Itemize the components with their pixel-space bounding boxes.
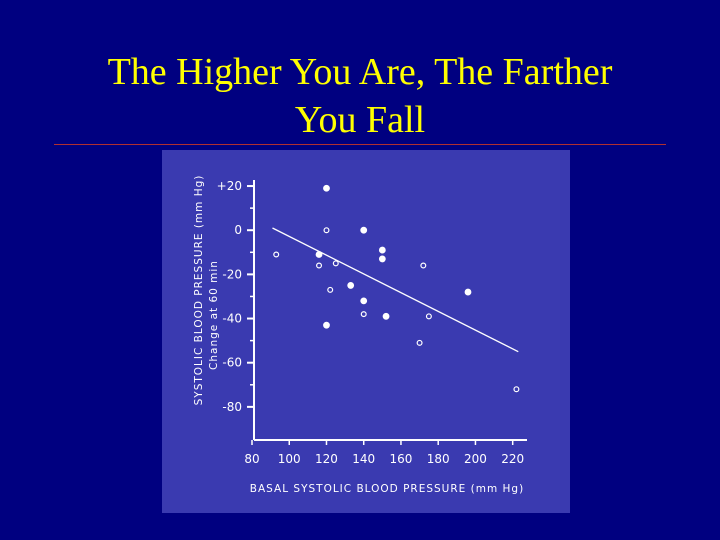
title-divider [54,144,666,145]
data-point-open [332,260,339,267]
x-tick-label: 140 [352,452,375,466]
chart-panel: +20 0 -20 -40 -60 -80 80 100 120 140 160 180 200 220 … [162,150,570,513]
data-point-open [323,227,330,234]
data-point-filled [382,312,390,320]
data-point-filled [347,282,355,289]
y-tick-label: -20 [222,267,242,281]
data-point-open [327,286,334,293]
y-axis-sublabel: Change at 60 min [208,260,220,370]
y-axis-label: SYSTOLIC BLOOD PRESSURE (mm Hg) [193,175,205,406]
x-tick-label: 200 [464,452,487,466]
data-point-filled [378,246,386,254]
x-tick-label: 80 [244,452,259,466]
axes [247,180,527,445]
data-point-open [316,262,323,269]
data-point-open [425,313,432,320]
trend-line [272,227,519,353]
data-point-open [360,311,367,318]
y-tick-label: -80 [222,400,242,414]
data-point-filled [323,321,330,329]
x-tick-label: 180 [427,452,450,466]
data-point-open [513,386,520,393]
slide-title-line-1: The Higher You Are, The Farther [107,51,613,93]
x-tick-label: 220 [501,452,524,466]
data-point-filled [360,297,368,305]
y-tick-label: +20 [217,179,242,193]
x-tick-label: 120 [315,452,338,466]
tick-labels: +20 0 -20 -40 -60 -80 80 100 120 140 160 180 200 220 [217,179,524,466]
slide-title-line-2: You Fall [294,99,426,141]
data-point-open [420,262,427,269]
data-point-filled [315,251,323,258]
data-point-open [273,251,280,258]
data-point-filled [323,184,330,192]
data-point-open [416,339,423,346]
x-tick-label: 100 [278,452,301,466]
data-point-filled [464,288,472,296]
x-tick-label: 160 [390,452,413,466]
y-tick-label: -40 [222,312,242,326]
slide-title: The Higher You Are, The Farther You Fall [0,48,720,144]
data-points [272,184,520,393]
y-tick-label: -60 [222,356,242,370]
data-point-filled [360,226,368,234]
y-tick-label: 0 [234,223,242,237]
data-point-filled [378,255,386,263]
x-axis-label: BASAL SYSTOLIC BLOOD PRESSURE (mm Hg) [250,483,524,495]
